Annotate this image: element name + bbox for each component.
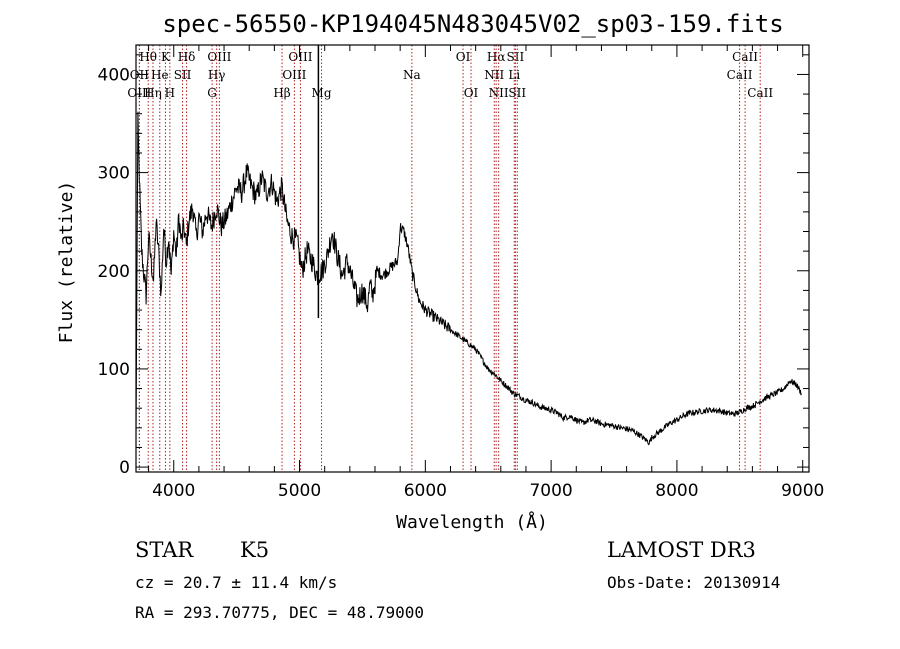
obs-date-text: Obs-Date: 20130914 — [607, 573, 781, 592]
spectral-line-label: OIII — [282, 68, 306, 82]
spectral-line-label: OIII — [127, 86, 151, 100]
spectrum-line — [135, 111, 802, 446]
spectral-line-label: Hβ — [273, 86, 290, 100]
x-tick-label: 7000 — [529, 481, 572, 501]
spectral-line-label: OIII — [288, 50, 312, 64]
object-subclass: K5 — [240, 538, 270, 562]
y-tick-label: 300 — [98, 164, 130, 184]
spectral-line-label: Mg — [312, 86, 332, 100]
spectral-line-label: OI — [464, 86, 479, 100]
y-axis-label: Flux (relative) — [56, 181, 77, 344]
plot-frame — [135, 44, 810, 473]
spectral-line-label: OI — [456, 50, 471, 64]
spectral-line-label: H — [165, 86, 175, 100]
spectral-line-label: Hδ — [178, 50, 196, 64]
chart-title: spec-56550-KP194045N483045V02_sp03-159.f… — [162, 10, 783, 38]
object-class: STAR — [135, 538, 194, 562]
coordinates-text: RA = 293.70775, DEC = 48.79000 — [135, 603, 424, 622]
spectral-line-label: OIII — [207, 50, 231, 64]
spectral-line-label: NII — [484, 68, 504, 82]
spectrum-series — [135, 111, 802, 446]
spectral-line-label: Li — [508, 68, 520, 82]
y-tick-label: 400 — [98, 65, 130, 85]
spectral-line-label: SII — [507, 50, 525, 64]
survey-name: LAMOST DR3 — [607, 538, 756, 562]
x-tick-label: 9000 — [781, 481, 824, 501]
x-axis-label: Wavelength (Å) — [396, 511, 548, 533]
axis-ticks: 4000 5000 6000 7000 8000 9000 0 100 200 300 400 — [98, 45, 824, 501]
spectral-line-label: SII — [174, 68, 192, 82]
spectral-line-label: CaII — [747, 86, 773, 100]
spectral-line-label: Hθ — [139, 50, 157, 64]
x-tick-label: 4000 — [152, 481, 195, 501]
redshift-text: cz = 20.7 ± 11.4 km/s — [135, 573, 338, 592]
x-tick-label: 8000 — [655, 481, 698, 501]
spectral-line-label: CaII — [727, 68, 753, 82]
spectral-line-label: Na — [403, 68, 421, 82]
y-tick-label: 0 — [119, 458, 130, 478]
spectral-line-label: Hγ — [208, 68, 226, 82]
spectral-line-label: G — [207, 86, 217, 100]
spectral-line-label: Hα — [487, 50, 506, 64]
spectral-line-label: CaII — [732, 50, 758, 64]
spectral-line-label: OII — [130, 68, 150, 82]
spectral-line-label: K — [161, 50, 171, 64]
y-tick-label: 200 — [98, 262, 130, 282]
spectral-line-label: He — [151, 68, 169, 82]
spectral-line-label: Hη — [144, 86, 162, 100]
spectral-line-label: NII — [489, 86, 509, 100]
axes — [135, 44, 810, 473]
spectral-line-label: SII — [508, 86, 526, 100]
y-tick-label: 100 — [98, 360, 130, 380]
x-tick-label: 5000 — [278, 481, 321, 501]
x-tick-label: 6000 — [404, 481, 447, 501]
